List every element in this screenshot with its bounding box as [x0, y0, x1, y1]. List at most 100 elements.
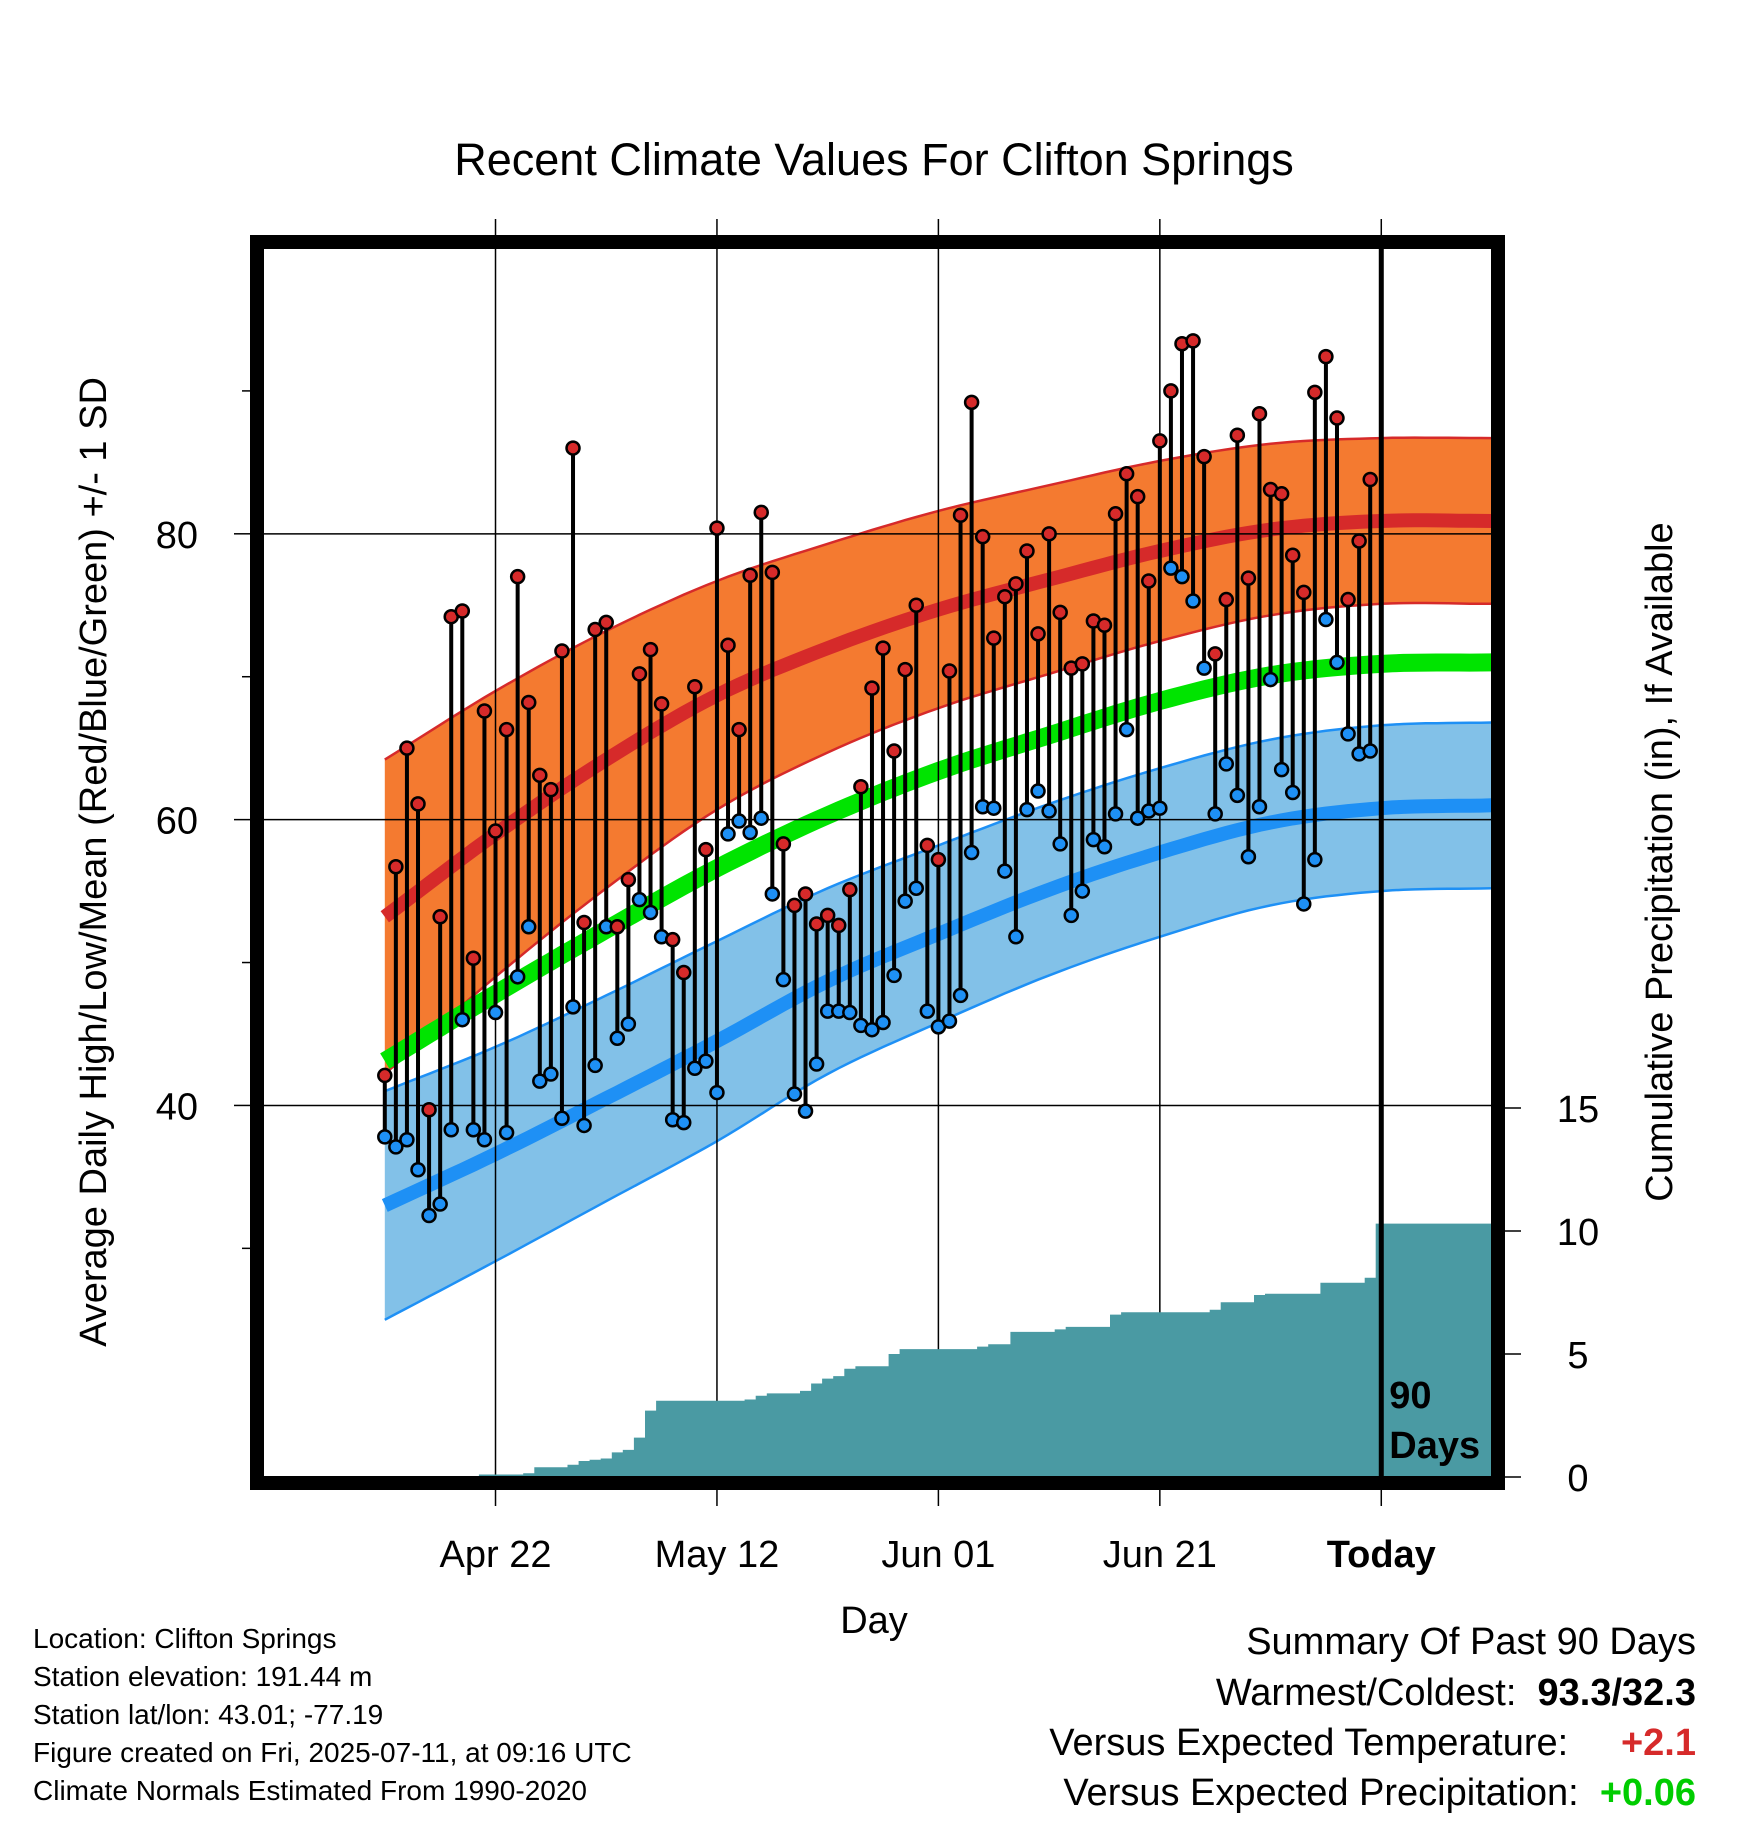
daily-low-point: [675, 1114, 692, 1131]
daily-high-point: [775, 836, 792, 852]
daily-high-point: [1196, 448, 1212, 465]
x-tick-label: Jun 21: [1103, 1534, 1217, 1576]
daily-high-point: [631, 666, 648, 682]
today-marker-label: Days: [1389, 1425, 1480, 1467]
daily-low-point: [377, 1129, 393, 1145]
daily-low-point: [1284, 784, 1301, 801]
daily-high-point: [1141, 573, 1157, 589]
info-normals: Climate Normals Estimated From 1990-2020: [33, 1775, 587, 1806]
daily-high-point: [498, 721, 515, 738]
daily-low-point: [410, 1162, 426, 1178]
daily-high-point: [520, 694, 537, 711]
daily-low-point: [698, 1053, 714, 1069]
y-tick-label-right: 5: [1567, 1335, 1588, 1377]
daily-high-point: [952, 507, 969, 523]
plot-frame: [250, 235, 1505, 1490]
daily-high-point: [476, 703, 493, 719]
daily-low-point: [1074, 883, 1091, 899]
x-tick-label: Today: [1327, 1534, 1436, 1576]
daily-low-point: [1041, 803, 1057, 819]
daily-high-point: [1307, 384, 1323, 401]
daily-high-point: [830, 917, 847, 934]
summary-heading: Summary Of Past 90 Days: [1246, 1621, 1696, 1663]
daily-low-point: [1307, 851, 1323, 868]
daily-low-point: [952, 987, 969, 1004]
daily-high-point: [963, 394, 980, 411]
daily-high-point: [1129, 488, 1146, 505]
summary-temp: Versus Expected Temperature: +2.1: [1049, 1722, 1696, 1765]
daily-low-point: [919, 1003, 936, 1019]
daily-low-point: [1296, 896, 1312, 912]
daily-high-point: [997, 588, 1013, 605]
daily-high-point: [687, 678, 703, 695]
y-tick-label-right: 10: [1557, 1212, 1599, 1254]
daily-high-point: [399, 740, 415, 756]
daily-low-point: [764, 886, 781, 902]
daily-low-point: [1362, 743, 1378, 759]
daily-low-point: [1251, 799, 1268, 815]
daily-low-point: [886, 967, 902, 984]
y-tick-label-right: 0: [1567, 1458, 1588, 1500]
daily-high-point: [609, 919, 626, 935]
daily-high-point: [1284, 547, 1301, 563]
daily-low-point: [1163, 560, 1179, 576]
daily-low-point: [432, 1196, 448, 1212]
daily-low-point: [609, 1030, 626, 1047]
daily-high-point: [664, 931, 681, 948]
daily-low-point: [1096, 839, 1113, 855]
daily-low-point: [864, 1021, 880, 1038]
daily-low-point: [620, 1016, 637, 1032]
daily-low-point: [1052, 836, 1068, 852]
daily-high-point: [421, 1101, 437, 1118]
daily-high-point: [532, 767, 548, 784]
daily-low-point: [421, 1207, 437, 1224]
daily-low-point: [720, 826, 736, 842]
daily-low-point: [554, 1110, 570, 1127]
info-latlon: Station lat/lon: 43.01; -77.19: [33, 1699, 384, 1730]
daily-high-point: [875, 640, 891, 656]
daily-low-point: [1196, 660, 1212, 676]
daily-low-point: [1152, 800, 1168, 816]
daily-high-point: [1052, 604, 1068, 621]
daily-high-point: [764, 564, 781, 581]
daily-high-point: [576, 914, 592, 931]
daily-low-point: [775, 971, 792, 988]
daily-high-point: [565, 440, 581, 456]
daily-high-point: [1218, 591, 1235, 608]
y-tick-label-left: 60: [156, 801, 198, 843]
daily-low-point: [1174, 568, 1190, 585]
daily-high-point: [543, 781, 559, 798]
daily-low-point: [498, 1124, 515, 1141]
daily-high-point: [1318, 348, 1334, 365]
daily-high-point: [1229, 427, 1246, 443]
daily-high-point: [1329, 410, 1345, 426]
daily-low-point: [963, 844, 980, 861]
x-tick-label: Jun 01: [881, 1534, 995, 1576]
daily-high-point: [974, 528, 991, 545]
daily-low-point: [941, 1013, 958, 1029]
daily-high-point: [598, 614, 614, 631]
daily-high-point: [808, 916, 825, 932]
summary-warmest-value: 93.3/32.3: [1537, 1672, 1696, 1714]
daily-high-point: [742, 567, 758, 584]
daily-low-point: [509, 969, 526, 985]
daily-high-point: [1362, 471, 1378, 488]
daily-high-point: [1019, 543, 1035, 559]
daily-high-point: [1351, 533, 1367, 549]
daily-low-point: [1085, 831, 1102, 848]
daily-high-point: [897, 661, 913, 678]
daily-low-point: [1185, 593, 1201, 609]
daily-low-point: [631, 891, 648, 908]
daily-low-point: [1129, 810, 1146, 826]
x-axis-label: Day: [840, 1600, 908, 1642]
chart-title: Recent Climate Values For Clifton Spring…: [454, 134, 1294, 185]
daily-high-point: [1008, 576, 1024, 592]
daily-high-point: [709, 520, 725, 536]
daily-low-point: [687, 1060, 703, 1077]
y-tick-label-left: 80: [156, 515, 198, 557]
daily-low-point: [1229, 787, 1246, 804]
daily-low-point: [576, 1117, 592, 1134]
summary-precip-label: Versus Expected Precipitation:: [1063, 1772, 1579, 1814]
y-axis-label-left: Average Daily High/Low/Mean (Red/Blue/Gr…: [73, 377, 115, 1347]
daily-low-point: [532, 1073, 548, 1089]
